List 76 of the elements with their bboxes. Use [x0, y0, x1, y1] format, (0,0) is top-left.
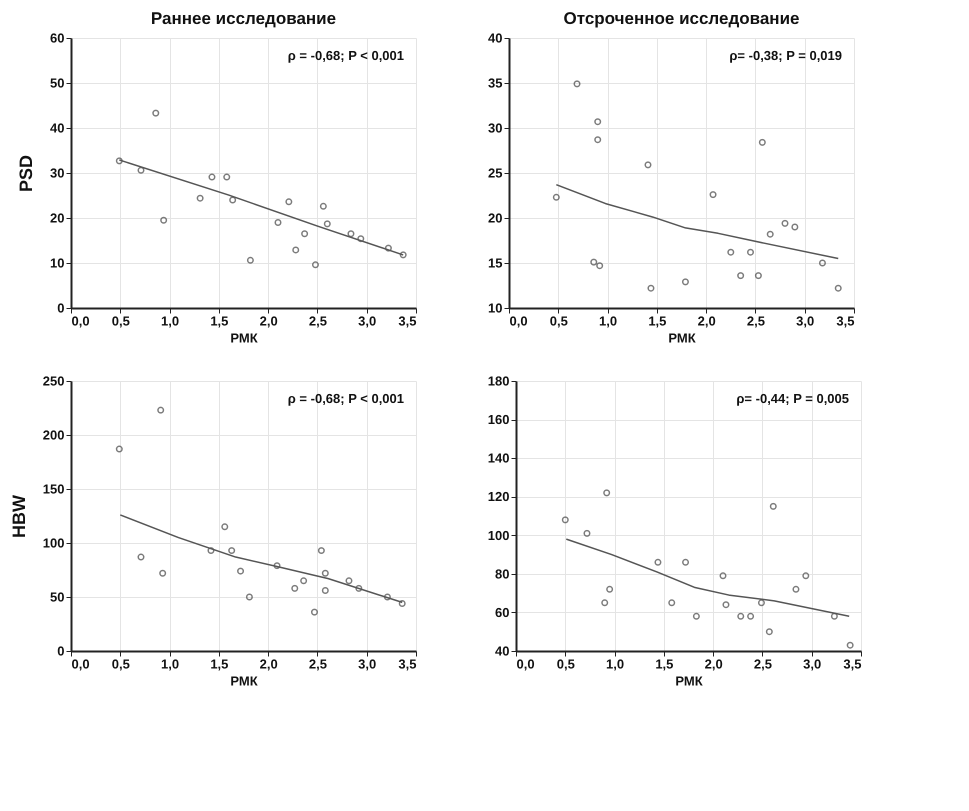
y-tick-label: 160	[488, 412, 510, 428]
x-tick-label: 2,5	[308, 656, 327, 672]
x-tick-label: 3,0	[803, 656, 822, 672]
y-tick-label: 150	[42, 482, 64, 496]
y-tick-label: 60	[50, 30, 64, 46]
x-axis-title: РМК	[230, 330, 258, 346]
y-tick-label: 40	[488, 30, 502, 46]
y-tick-label: 25	[488, 166, 502, 180]
y-tick-label: 250	[42, 374, 64, 388]
annotation: ρ= -0,38; P = 0,019	[729, 48, 842, 63]
y-tick-label: 50	[50, 590, 64, 604]
y-tick-label: 0	[57, 644, 64, 658]
line-series	[566, 538, 850, 618]
y-tick-label: 20	[50, 210, 64, 226]
x-tick-label: 1,5	[210, 656, 228, 672]
x-tick-label: 2,0	[698, 314, 716, 328]
y-tick-label: 20	[488, 210, 502, 226]
y-tick-label: 80	[495, 566, 510, 582]
chart-title: Раннее исследование	[150, 9, 336, 28]
x-tick-label: 1,0	[161, 656, 180, 672]
y-tick-label: 200	[42, 428, 64, 442]
y-tick-label: 100	[488, 528, 510, 543]
x-tick-label: 2,0	[260, 314, 278, 328]
y-tick-label: 100	[42, 536, 64, 550]
annotation: ρ = -0,68; P < 0,001	[288, 48, 404, 63]
annotation: ρ = -0,68; P < 0,001	[288, 391, 404, 406]
x-tick-label: 0,5	[556, 656, 575, 672]
x-tick-label: 1,5	[210, 314, 228, 328]
x-tick-label: 0,0	[72, 656, 90, 672]
line-series	[120, 514, 403, 604]
x-tick-label: 0,0	[72, 314, 90, 328]
y-tick-label: 40	[50, 120, 64, 136]
x-tick-label: 0,0	[510, 314, 528, 328]
x-axis-title: РМК	[675, 674, 703, 688]
x-axis-title: РМК	[668, 330, 696, 346]
x-tick-label: 2,5	[308, 314, 327, 328]
x-tick-label: 3,0	[796, 314, 814, 328]
annotation: ρ= -0,44; P = 0,005	[736, 391, 849, 406]
y-tick-label: 10	[488, 300, 502, 316]
x-tick-label: 3,5	[843, 656, 862, 672]
chart-title: Отсроченное исследование	[564, 9, 800, 28]
y-tick-label: 15	[488, 256, 502, 270]
x-tick-label: 3,0	[358, 656, 376, 672]
y-tick-label: 30	[50, 166, 64, 180]
y-tick-label: 140	[488, 450, 510, 466]
y-tick-label: 60	[495, 604, 510, 620]
x-tick-label: 3,5	[398, 314, 416, 328]
x-tick-label: 2,5	[746, 314, 765, 328]
x-tick-label: 1,5	[648, 314, 666, 328]
x-tick-label: 1,5	[655, 656, 674, 672]
x-tick-label: 3,5	[836, 314, 854, 328]
y-axis-title: HBW	[8, 495, 29, 538]
x-tick-label: 2,5	[754, 656, 772, 672]
y-tick-label: 35	[488, 76, 502, 90]
x-tick-label: 2,0	[704, 656, 723, 672]
x-axis-title: РМК	[230, 674, 258, 688]
x-tick-label: 0,5	[112, 656, 130, 672]
y-tick-label: 120	[488, 489, 510, 504]
x-tick-label: 3,0	[358, 314, 376, 328]
line-series	[118, 159, 404, 256]
x-tick-label: 3,5	[398, 656, 416, 672]
y-tick-label: 30	[488, 120, 502, 136]
y-tick-label: 10	[50, 256, 64, 270]
y-axis-title: PSD	[16, 154, 36, 192]
x-tick-label: 0,5	[550, 314, 568, 328]
x-tick-label: 0,5	[112, 314, 130, 328]
y-tick-label: 180	[488, 374, 510, 388]
x-tick-label: 1,0	[606, 656, 624, 672]
y-tick-label: 50	[50, 76, 64, 90]
x-tick-label: 2,0	[260, 656, 278, 672]
x-tick-label: 1,0	[599, 314, 618, 328]
x-tick-label: 1,0	[161, 314, 180, 328]
y-tick-label: 40	[495, 644, 510, 658]
x-tick-label: 0,0	[516, 656, 535, 672]
y-tick-label: 0	[57, 300, 64, 316]
line-series	[556, 184, 839, 260]
